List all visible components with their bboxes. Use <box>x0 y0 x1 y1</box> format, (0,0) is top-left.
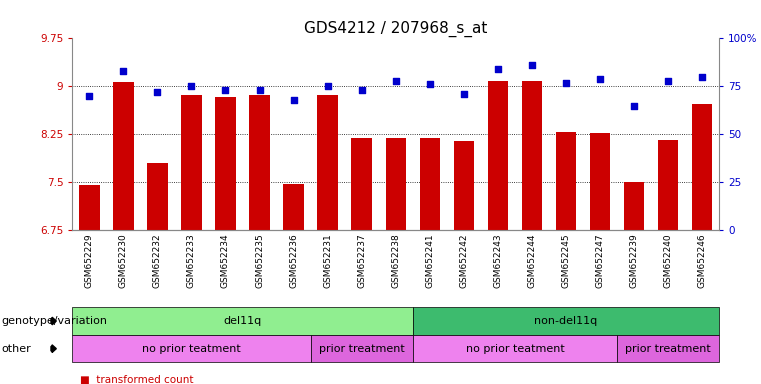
Bar <box>147 162 167 230</box>
Text: no prior teatment: no prior teatment <box>466 344 564 354</box>
Point <box>322 83 334 89</box>
Bar <box>692 104 712 230</box>
Bar <box>419 138 440 230</box>
Text: ■  transformed count: ■ transformed count <box>80 375 193 384</box>
Point <box>457 91 470 97</box>
Text: no prior teatment: no prior teatment <box>142 344 240 354</box>
Bar <box>72 307 412 335</box>
Bar <box>590 133 610 230</box>
Point <box>628 103 640 109</box>
Text: prior treatment: prior treatment <box>626 344 711 354</box>
Bar <box>454 141 474 230</box>
Point <box>492 66 504 72</box>
Point <box>526 62 538 68</box>
Point <box>253 87 266 93</box>
Bar <box>488 81 508 230</box>
Bar <box>250 95 269 230</box>
Point <box>219 87 231 93</box>
Text: non-del11q: non-del11q <box>534 316 597 326</box>
Bar <box>215 97 236 230</box>
Point <box>424 81 436 88</box>
Text: genotype/variation: genotype/variation <box>2 316 107 326</box>
Bar <box>72 335 310 362</box>
Point <box>151 89 164 95</box>
Text: other: other <box>2 344 31 354</box>
Text: del11q: del11q <box>224 316 262 326</box>
Bar <box>556 132 576 230</box>
Bar <box>522 81 542 230</box>
Bar <box>310 335 412 362</box>
Point <box>662 78 674 84</box>
Text: prior treatment: prior treatment <box>319 344 405 354</box>
Point <box>186 83 198 89</box>
Bar <box>617 335 719 362</box>
Bar <box>181 95 202 230</box>
Bar <box>352 137 372 230</box>
Title: GDS4212 / 207968_s_at: GDS4212 / 207968_s_at <box>304 21 487 37</box>
Point <box>594 76 606 82</box>
Bar <box>412 307 719 335</box>
Point <box>288 97 300 103</box>
Point <box>117 68 129 74</box>
Point <box>560 79 572 86</box>
Bar <box>113 82 134 230</box>
Bar <box>79 185 100 230</box>
Point <box>83 93 95 99</box>
Bar <box>624 182 645 230</box>
Bar <box>283 184 304 230</box>
Bar <box>658 139 678 230</box>
Point <box>390 78 402 84</box>
Point <box>696 74 708 80</box>
Bar <box>412 335 617 362</box>
Point <box>355 87 368 93</box>
Bar <box>317 95 338 230</box>
Bar <box>386 138 406 230</box>
